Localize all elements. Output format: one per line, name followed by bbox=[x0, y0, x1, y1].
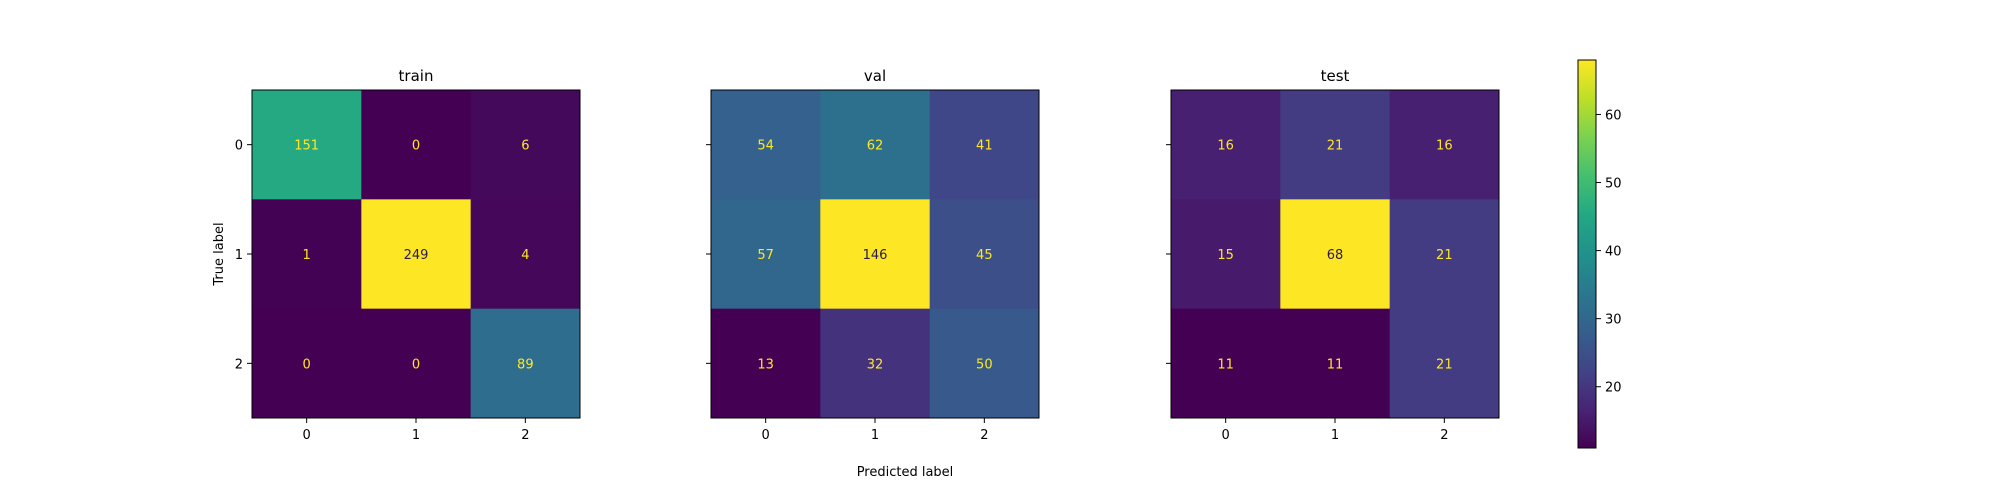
heatmap-cell bbox=[470, 308, 581, 419]
heatmap-cell bbox=[1389, 90, 1500, 200]
cell-value-label: 249 bbox=[404, 248, 429, 263]
cell-value-label: 0 bbox=[412, 139, 420, 154]
x-tick-label: 1 bbox=[871, 428, 879, 443]
panel-val: 54 62 41 57 146 45 13 32 50 val 0 1 2 bbox=[706, 67, 1040, 443]
heatmap-cell bbox=[1280, 90, 1391, 200]
cell-value-label: 32 bbox=[867, 357, 884, 372]
heatmap-cell bbox=[361, 199, 472, 310]
colorbar-tick-label: 30 bbox=[1605, 313, 1622, 328]
heatmap-cell bbox=[820, 90, 931, 200]
x-tick-label: 0 bbox=[303, 428, 311, 443]
heatmap-cell bbox=[1171, 199, 1281, 310]
panel-test: 16 21 16 15 68 21 11 11 21 test 0 1 2 bbox=[1166, 67, 1500, 443]
colorbar-tick-label: 40 bbox=[1605, 245, 1622, 260]
heatmap-cell bbox=[252, 90, 362, 200]
colorbar-tick-label: 60 bbox=[1605, 108, 1622, 123]
cell-value-label: 21 bbox=[1436, 248, 1453, 263]
cell-value-label: 146 bbox=[863, 248, 888, 263]
cell-value-label: 41 bbox=[976, 139, 993, 154]
y-tick-label: 2 bbox=[235, 357, 243, 372]
cell-value-label: 4 bbox=[521, 248, 529, 263]
cell-value-label: 57 bbox=[757, 248, 774, 263]
panel-train: 151 0 6 1 249 4 0 0 89 train 0 1 2 0 1 2 bbox=[235, 67, 581, 443]
cell-value-label: 50 bbox=[976, 357, 993, 372]
y-axis-label: True label bbox=[212, 222, 227, 286]
x-tick-label: 2 bbox=[980, 428, 988, 443]
cell-value-label: 0 bbox=[412, 357, 420, 372]
x-tick-label: 0 bbox=[762, 428, 770, 443]
heatmap-cell bbox=[820, 199, 931, 310]
cell-value-label: 45 bbox=[976, 248, 993, 263]
cell-value-label: 16 bbox=[1217, 139, 1234, 154]
x-tick-label: 1 bbox=[1331, 428, 1339, 443]
y-tick-label: 0 bbox=[235, 139, 243, 154]
cell-value-label: 6 bbox=[521, 139, 529, 154]
panel-title: val bbox=[864, 67, 886, 85]
y-tick-label: 1 bbox=[235, 248, 243, 263]
heatmap-cell bbox=[470, 90, 581, 200]
cell-value-label: 68 bbox=[1327, 248, 1344, 263]
heatmap-cell bbox=[1280, 199, 1391, 310]
colorbar-tick-label: 20 bbox=[1605, 381, 1622, 396]
cell-value-label: 16 bbox=[1436, 139, 1453, 154]
cell-value-label: 15 bbox=[1217, 248, 1234, 263]
x-tick-label: 1 bbox=[412, 428, 420, 443]
heatmap-cell bbox=[929, 308, 1040, 419]
heatmap-cell bbox=[361, 90, 472, 200]
cell-value-label: 0 bbox=[303, 357, 311, 372]
cell-value-label: 11 bbox=[1327, 357, 1344, 372]
x-tick-label: 2 bbox=[521, 428, 529, 443]
cell-value-label: 13 bbox=[757, 357, 774, 372]
cell-value-label: 89 bbox=[517, 357, 534, 372]
heatmap-cell bbox=[820, 308, 931, 419]
cell-value-label: 62 bbox=[867, 139, 884, 154]
heatmap-cell bbox=[252, 308, 362, 419]
heatmap-cell bbox=[1171, 90, 1281, 200]
cell-value-label: 1 bbox=[303, 248, 311, 263]
x-tick-label: 0 bbox=[1222, 428, 1230, 443]
heatmap-cell bbox=[361, 308, 472, 419]
heatmap-cell bbox=[1389, 199, 1500, 310]
heatmap-cell bbox=[1171, 308, 1281, 419]
x-tick-label: 2 bbox=[1440, 428, 1448, 443]
heatmap-cell bbox=[1389, 308, 1500, 419]
heatmap-cell bbox=[1280, 308, 1391, 419]
colorbar-tick-label: 50 bbox=[1605, 177, 1622, 192]
cell-value-label: 21 bbox=[1436, 357, 1453, 372]
colorbar-gradient bbox=[1577, 59, 1597, 449]
cell-value-label: 54 bbox=[757, 139, 774, 154]
panel-title: train bbox=[399, 67, 434, 85]
heatmap-cell bbox=[929, 90, 1040, 200]
colorbar: 20 30 40 50 60 bbox=[1577, 59, 1622, 449]
heatmap-cell bbox=[929, 199, 1040, 310]
heatmap-cell bbox=[470, 199, 581, 310]
heatmap-cell bbox=[252, 199, 362, 310]
x-axis-label: Predicted label bbox=[857, 465, 954, 480]
cell-value-label: 151 bbox=[294, 139, 319, 154]
panel-title: test bbox=[1321, 67, 1350, 85]
cell-value-label: 21 bbox=[1327, 139, 1344, 154]
heatmap-cell bbox=[711, 308, 821, 419]
heatmap-cell bbox=[711, 199, 821, 310]
heatmap-cell bbox=[711, 90, 821, 200]
cell-value-label: 11 bbox=[1217, 357, 1234, 372]
